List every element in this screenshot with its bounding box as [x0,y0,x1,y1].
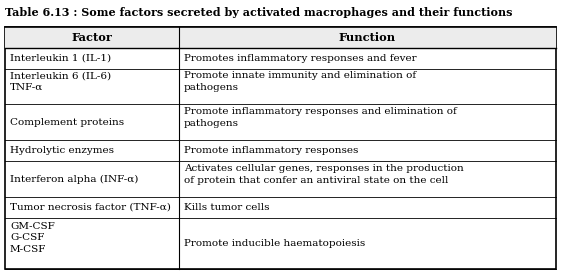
Text: Kills tumor cells: Kills tumor cells [183,203,269,212]
Bar [5,27,556,269]
Text: Interleukin 6 (IL-6)
TNF-α: Interleukin 6 (IL-6) TNF-α [10,72,111,92]
Text: Promote inducible haematopoiesis: Promote inducible haematopoiesis [183,239,365,248]
Text: Tumor necrosis factor (TNF-α): Tumor necrosis factor (TNF-α) [10,203,171,212]
Bar [5,27,556,48]
Text: Promotes inflammatory responses and fever: Promotes inflammatory responses and feve… [183,54,416,63]
Text: GM-CSF
G-CSF
M-CSF: GM-CSF G-CSF M-CSF [10,222,55,254]
Text: Promote innate immunity and elimination of
pathogens: Promote innate immunity and elimination … [183,72,416,92]
Text: Hydrolytic enzymes: Hydrolytic enzymes [10,146,114,155]
Text: Function: Function [339,32,396,43]
Text: Complement proteins: Complement proteins [10,118,124,127]
Text: Promote inflammatory responses: Promote inflammatory responses [183,146,358,155]
Text: Activates cellular genes, responses in the production
of protein that confer an : Activates cellular genes, responses in t… [183,164,463,185]
Text: Promote inflammatory responses and elimination of
pathogens: Promote inflammatory responses and elimi… [183,107,456,128]
Text: Interferon alpha (INF-α): Interferon alpha (INF-α) [10,175,139,184]
Text: Table 6.13 : Some factors secreted by activated macrophages and their functions: Table 6.13 : Some factors secreted by ac… [5,7,513,18]
Text: Interleukin 1 (IL-1): Interleukin 1 (IL-1) [10,54,111,63]
Text: Factor: Factor [71,32,112,43]
